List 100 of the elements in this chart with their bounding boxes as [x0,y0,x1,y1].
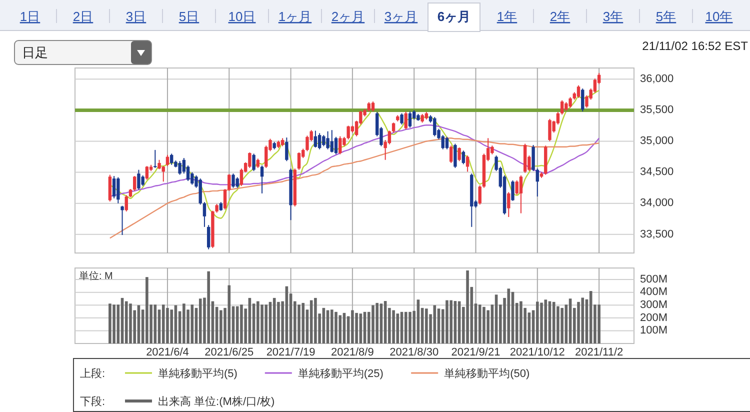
bar [396,314,400,344]
candlestick [449,145,453,164]
candlestick [108,174,112,202]
candlestick [478,184,482,206]
candlestick [548,118,552,142]
candlestick [454,143,457,168]
bar [536,302,539,344]
candlestick [236,176,239,188]
bar [112,304,116,344]
candlestick [560,100,564,116]
candlestick [232,173,235,188]
candlestick [137,169,140,190]
y-tick-label: 500M [640,273,668,286]
candlestick [346,125,350,140]
text: 1年 [496,9,518,24]
candlestick [408,110,412,128]
candlestick [306,135,309,152]
candlestick [178,160,182,176]
candlestick [154,149,157,168]
candlestick [581,88,584,112]
candlestick [297,152,301,170]
candlestick [120,205,124,236]
x-tick-label: 2021/9/21 [451,346,500,358]
candlestick [338,136,342,155]
candlestick [576,84,580,98]
bar [425,308,428,344]
bar [355,312,358,344]
bar [507,288,510,344]
bar [330,310,334,344]
candlestick [519,174,523,214]
bar [228,285,231,344]
bar [581,298,584,344]
legend-title: 上段: [80,367,106,380]
candlestick [433,116,436,137]
text: 5年 [656,9,676,24]
bar [466,270,469,344]
candlestick [260,164,264,194]
bar [198,298,202,344]
y-tick-label: 34,000 [640,197,674,210]
bar [174,305,178,344]
bar [310,300,313,344]
bar [544,300,548,344]
bar [520,301,522,344]
text: 10日 [228,9,256,24]
candlestick [515,180,518,196]
text: 6ヶ月 [437,9,471,24]
y-tick-label: 34,500 [640,166,674,178]
candlestick [532,144,535,172]
bar [392,310,395,344]
x-tick-label: 2021/6/4 [146,346,189,358]
y-tick-label: 300M [640,299,668,312]
bar [560,308,564,344]
bar [256,301,260,344]
y-tick-label: 100M [640,324,668,337]
candlestick [334,136,338,155]
bar [236,306,239,344]
bar [482,306,486,344]
bar [162,304,165,344]
candlestick [124,194,128,212]
text: 2年 [550,9,570,24]
y-tick-label: 200M [640,312,668,324]
candlestick [568,96,572,108]
text: 2日 [72,9,94,24]
line-series [109,138,600,239]
candlestick [536,168,540,198]
legend-label: 出来高 単位:(M株/口/枚) [158,395,275,408]
candlestick [326,130,330,150]
candlestick [322,134,326,147]
candlestick [285,137,288,162]
candlestick [166,154,170,167]
bar [494,294,498,344]
x-tick-label: 2021/10/12 [510,346,565,358]
candlestick [404,110,408,130]
bar [302,302,305,344]
candlestick [466,155,470,172]
bar [260,304,264,344]
candlestick [367,102,370,112]
bar [437,308,440,344]
candlestick [318,132,322,150]
candlestick [162,166,165,182]
y-tick-label: 35,500 [640,104,674,116]
bar [314,298,317,344]
candlestick [116,176,120,204]
text: 5日 [178,9,200,24]
y-tick-label: 400M [640,286,668,298]
x-tick-label: 2021/8/30 [390,346,439,358]
x-tick-label: 2021/7/19 [266,346,316,358]
bar [556,306,560,344]
text: 10年 [705,9,733,24]
bar [326,310,330,344]
y-tick-label: 33,500 [640,228,674,240]
bar [351,310,354,344]
x-tick-label: 2021/11/2 [575,346,624,358]
bar [478,304,482,344]
bar [190,304,194,344]
text: 1日 [20,9,40,24]
text: 3ヶ月 [384,9,418,24]
candlestick [202,202,206,228]
legend-label: 単純移動平均(25) [298,368,384,380]
bar [338,315,342,344]
